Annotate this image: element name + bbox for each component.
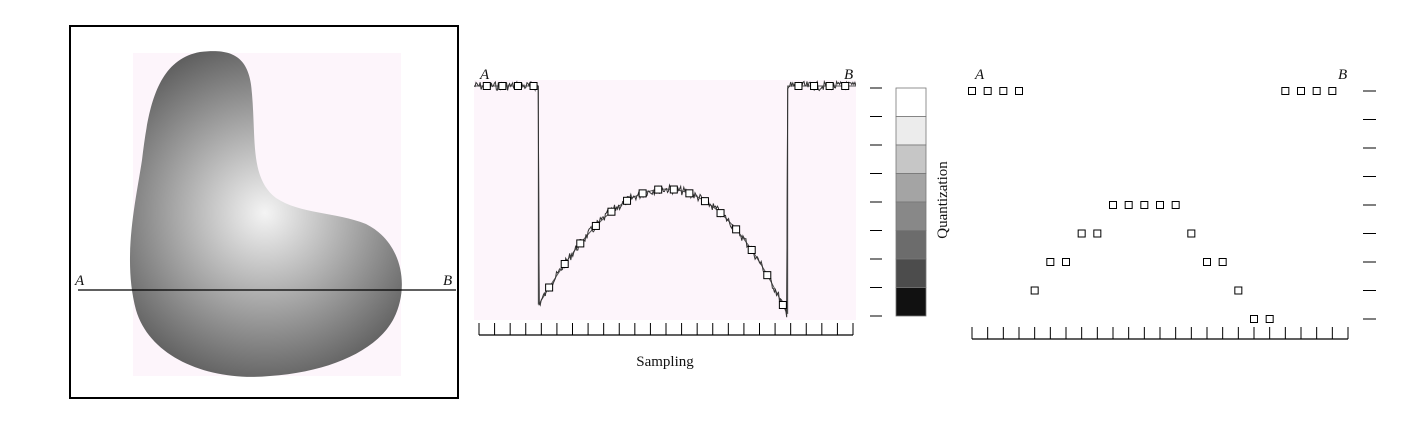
sample-point: [732, 225, 741, 234]
quantized-point: [1062, 258, 1070, 266]
quantized-point: [1046, 258, 1055, 266]
quantization-scale: Quantization: [870, 87, 951, 317]
sampling-panel: A B Sampling: [474, 67, 856, 370]
quantized-point: [1265, 315, 1274, 323]
quantized-point: [999, 87, 1008, 95]
gray-level-cell: [895, 87, 927, 117]
gray-level-cell: [895, 230, 927, 260]
quantized-sampling-axis: [971, 327, 1349, 340]
quantized-point: [968, 87, 976, 95]
gray-level-cell: [895, 258, 927, 288]
image-panel: A B: [69, 25, 459, 399]
image-object: [129, 51, 402, 377]
sample-point: [529, 82, 538, 90]
sample-point: [700, 197, 709, 206]
sampling-background: [474, 80, 856, 320]
sample-point: [482, 82, 491, 90]
profile-label-b: B: [844, 67, 853, 83]
quantized-level-ticks: [1363, 90, 1376, 320]
quantized-points: [968, 87, 1337, 323]
sample-point: [841, 82, 850, 90]
quantized-panel: A B: [968, 67, 1376, 340]
quantized-point: [1140, 201, 1149, 209]
quantized-label-a: A: [974, 67, 985, 83]
sample-point: [669, 185, 678, 194]
sample-point: [763, 271, 772, 280]
scan-label-b: B: [443, 273, 452, 289]
sample-point: [654, 185, 663, 194]
quantized-point: [1187, 229, 1196, 238]
sample-point: [591, 221, 600, 230]
quantized-point: [1328, 87, 1337, 95]
quantized-point: [1203, 258, 1211, 266]
sampling-axis: [478, 323, 854, 336]
gray-level-cell: [895, 116, 927, 146]
quantized-point: [1156, 201, 1164, 209]
quantized-point: [1312, 87, 1321, 95]
profile-label-a: A: [479, 67, 490, 83]
sample-point: [778, 300, 787, 309]
sample-point: [825, 82, 834, 90]
quantized-point: [1281, 87, 1290, 95]
sample-point: [747, 245, 756, 254]
quantized-point: [1124, 201, 1133, 209]
quantization-gray-levels: [895, 87, 927, 317]
quantized-point: [1093, 229, 1102, 238]
sample-markers: [482, 82, 850, 309]
sampling-axis-label: Sampling: [636, 354, 694, 370]
gray-level-cell: [895, 201, 927, 231]
quantized-point: [1218, 258, 1227, 266]
sample-point: [810, 82, 819, 90]
quantized-point: [983, 87, 992, 95]
quantized-point: [1234, 286, 1243, 295]
quantized-point: [1030, 286, 1039, 295]
quantized-label-b: B: [1338, 67, 1347, 83]
quantized-point: [1250, 315, 1258, 323]
sample-point: [638, 189, 647, 198]
quantization-axis-label: Quantization: [935, 161, 951, 239]
quantized-point: [1077, 229, 1086, 238]
sample-point: [685, 189, 694, 198]
quantized-point: [1109, 201, 1117, 209]
sample-point: [513, 82, 522, 90]
gray-level-cell: [895, 144, 927, 174]
sample-point: [560, 259, 569, 268]
sample-point: [576, 239, 585, 248]
sample-point: [623, 196, 632, 205]
sample-point: [607, 207, 616, 216]
quantized-point: [1297, 87, 1305, 95]
gray-level-cell: [895, 287, 927, 317]
gray-level-cell: [895, 173, 927, 203]
sample-point: [794, 82, 803, 90]
sample-point: [545, 283, 554, 292]
quantization-ticks: [870, 87, 882, 317]
sample-point: [716, 209, 725, 218]
sample-point: [498, 82, 507, 90]
quantized-point: [1015, 87, 1023, 95]
quantized-point: [1171, 201, 1180, 209]
scan-label-a: A: [74, 273, 85, 289]
